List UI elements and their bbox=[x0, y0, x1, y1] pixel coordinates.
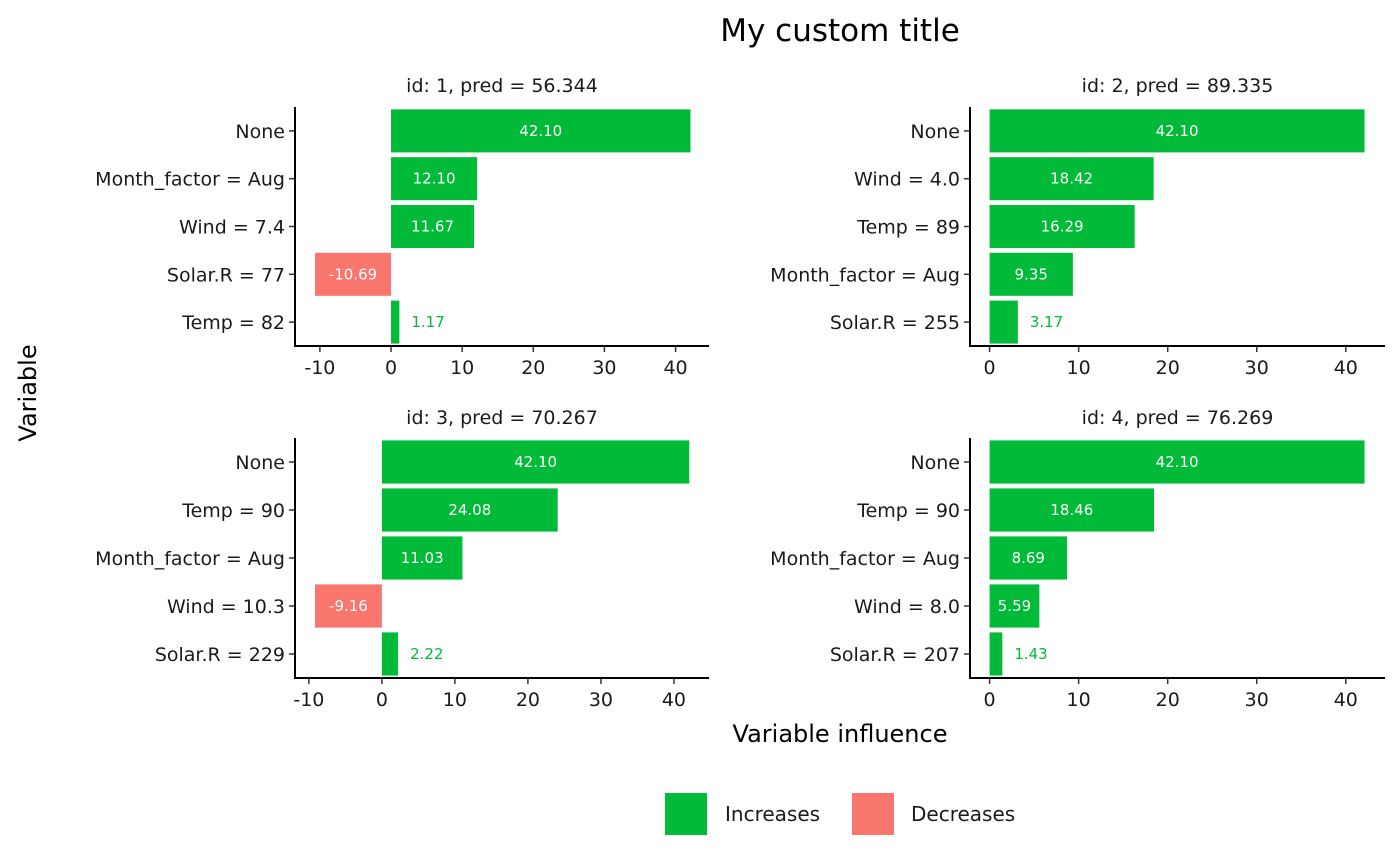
bar-label: 18.42 bbox=[1050, 170, 1093, 188]
bar bbox=[989, 488, 1154, 532]
bar bbox=[391, 109, 691, 153]
bar-label: 16.29 bbox=[1041, 218, 1084, 236]
y-tick-label: Temp = 82 bbox=[181, 312, 285, 334]
y-tick-label: Solar.R = 207 bbox=[830, 644, 960, 666]
bar bbox=[989, 204, 1135, 249]
x-tick-label: 40 bbox=[1334, 357, 1358, 379]
y-axis-title: Variable bbox=[14, 344, 42, 441]
bar-label: 2.22 bbox=[410, 645, 443, 663]
y-tick-label: Temp = 90 bbox=[181, 500, 285, 522]
x-tick-label: 0 bbox=[376, 689, 388, 711]
bar bbox=[989, 109, 1365, 153]
bar bbox=[989, 584, 1040, 628]
panel-title: id: 3, pred = 70.267 bbox=[406, 407, 598, 429]
y-tick-label: Temp = 90 bbox=[856, 500, 960, 522]
x-tick-label: 20 bbox=[1156, 689, 1180, 711]
bar-label: 9.35 bbox=[1015, 265, 1048, 283]
x-tick-label: 20 bbox=[516, 689, 540, 711]
x-tick-label: 40 bbox=[662, 689, 686, 711]
y-tick-label: Wind = 7.4 bbox=[179, 217, 285, 239]
y-tick-label: Solar.R = 229 bbox=[155, 644, 285, 666]
y-tick-label: Month_factor = Aug bbox=[770, 548, 960, 570]
bar bbox=[989, 632, 1003, 676]
legend-swatch-decreases bbox=[852, 793, 894, 835]
bar bbox=[381, 440, 690, 484]
bar bbox=[381, 632, 399, 676]
panel-title: id: 2, pred = 89.335 bbox=[1082, 75, 1274, 97]
y-tick-label: None bbox=[910, 452, 960, 474]
x-tick-label: 10 bbox=[450, 357, 474, 379]
bar-label: 3.17 bbox=[1030, 313, 1063, 331]
x-tick-label: 20 bbox=[521, 357, 545, 379]
bar bbox=[315, 584, 382, 628]
y-tick-label: Wind = 10.3 bbox=[167, 596, 285, 618]
x-tick-label: 10 bbox=[1067, 689, 1091, 711]
bar-label: 5.59 bbox=[998, 597, 1031, 615]
panel-title: id: 1, pred = 56.344 bbox=[406, 75, 598, 97]
panel-title: id: 4, pred = 76.269 bbox=[1082, 407, 1274, 429]
x-tick-label: 30 bbox=[1245, 357, 1269, 379]
bar bbox=[989, 252, 1073, 296]
bar-label: -10.69 bbox=[329, 265, 377, 283]
x-tick-label: 30 bbox=[592, 357, 616, 379]
x-tick-label: 0 bbox=[984, 357, 996, 379]
y-tick-label: Wind = 4.0 bbox=[854, 169, 960, 191]
bar bbox=[314, 252, 392, 296]
x-axis-title: Variable influence bbox=[733, 720, 948, 748]
x-tick-label: 30 bbox=[589, 689, 613, 711]
bar bbox=[989, 157, 1154, 201]
legend-label-increases: Increases bbox=[725, 802, 820, 826]
x-tick-label: 10 bbox=[1067, 357, 1091, 379]
legend-swatch-increases bbox=[665, 793, 707, 835]
x-tick-label: 0 bbox=[385, 357, 397, 379]
bar bbox=[391, 300, 400, 344]
bar bbox=[381, 536, 463, 580]
y-tick-label: Wind = 8.0 bbox=[854, 596, 960, 618]
x-tick-label: 0 bbox=[984, 689, 996, 711]
x-tick-label: 20 bbox=[1156, 357, 1180, 379]
bar bbox=[391, 157, 478, 201]
y-tick-label: Month_factor = Aug bbox=[95, 169, 285, 191]
bar-label: 12.10 bbox=[413, 170, 456, 188]
bar bbox=[989, 300, 1018, 344]
y-tick-label: Temp = 89 bbox=[856, 217, 960, 239]
y-tick-label: Solar.R = 77 bbox=[167, 264, 285, 286]
bar-label: 24.08 bbox=[448, 501, 491, 519]
x-tick-label: 10 bbox=[443, 689, 467, 711]
bar bbox=[989, 440, 1365, 484]
y-tick-label: Month_factor = Aug bbox=[770, 264, 960, 286]
bar-label: 11.67 bbox=[411, 218, 454, 236]
y-tick-label: None bbox=[235, 121, 285, 143]
bar-label: 42.10 bbox=[1156, 122, 1199, 140]
panel-2: id: 2, pred = 89.335 42.10 None 18.42 Wind =… bbox=[770, 75, 1385, 379]
bar-label: 1.43 bbox=[1014, 645, 1047, 663]
bar bbox=[989, 536, 1067, 580]
x-tick-label: 40 bbox=[1334, 689, 1358, 711]
bar-label: -9.16 bbox=[329, 597, 368, 615]
x-tick-label: -10 bbox=[293, 689, 324, 711]
panel-4: id: 4, pred = 76.269 42.10 None 18.46 Temp =… bbox=[770, 407, 1385, 711]
bar-label: 42.10 bbox=[519, 122, 562, 140]
y-tick-label: None bbox=[235, 452, 285, 474]
panel-1: id: 1, pred = 56.344 42.10 None 12.10 Month_… bbox=[95, 75, 709, 379]
legend: Increases Decreases bbox=[665, 793, 1015, 835]
bar-label: 1.17 bbox=[411, 313, 444, 331]
bar-label: 8.69 bbox=[1012, 549, 1045, 567]
bar-label: 42.10 bbox=[1156, 453, 1199, 471]
y-tick-label: Month_factor = Aug bbox=[95, 548, 285, 570]
y-tick-label: None bbox=[910, 121, 960, 143]
legend-label-decreases: Decreases bbox=[911, 802, 1015, 826]
bar-label: 18.46 bbox=[1050, 501, 1093, 519]
x-tick-label: 30 bbox=[1245, 689, 1269, 711]
x-tick-label: -10 bbox=[304, 357, 335, 379]
x-tick-label: 40 bbox=[663, 357, 687, 379]
chart-title: My custom title bbox=[720, 13, 960, 49]
bar bbox=[381, 488, 558, 532]
bar-label: 42.10 bbox=[514, 453, 557, 471]
bar-label: 11.03 bbox=[401, 549, 444, 567]
panel-3: id: 3, pred = 70.267 42.10 None 24.08 Temp =… bbox=[95, 407, 709, 711]
bar bbox=[391, 204, 475, 249]
y-tick-label: Solar.R = 255 bbox=[830, 312, 960, 334]
